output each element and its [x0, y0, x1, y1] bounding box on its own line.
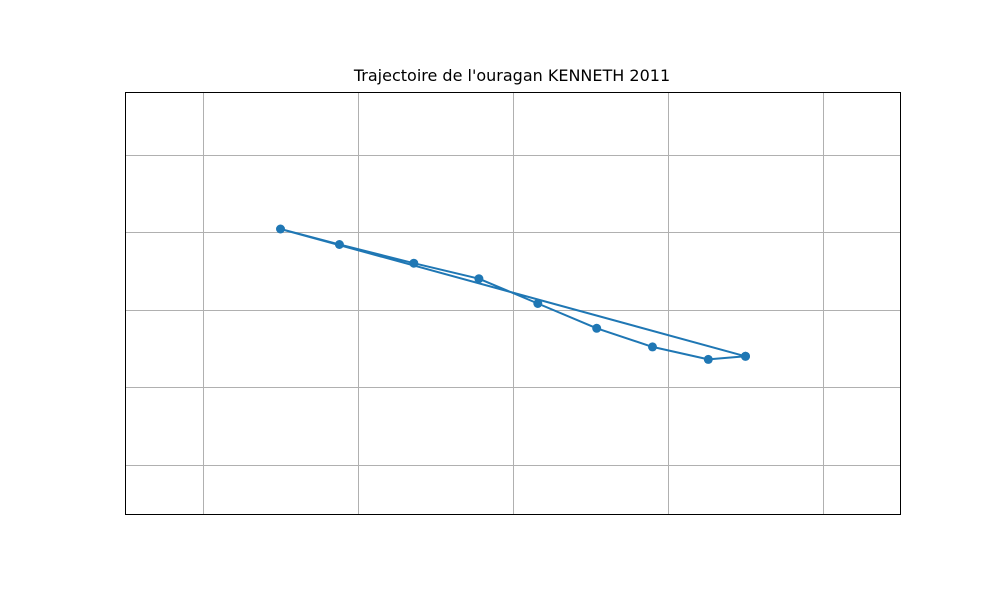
series-line-0 — [279, 228, 746, 361]
series-layer — [276, 224, 750, 364]
chart-title: Trajectoire de l'ouragan KENNETH 2011 — [353, 66, 671, 85]
data-point-6 — [409, 258, 419, 268]
data-point-5 — [474, 274, 484, 284]
data-point-4 — [533, 299, 543, 308]
data-point-9 — [741, 351, 750, 361]
data-point-7 — [334, 240, 344, 249]
plot-frame — [125, 92, 901, 515]
grid — [125, 92, 901, 515]
data-point-2 — [648, 342, 657, 352]
data-point-3 — [592, 323, 602, 333]
data-point-1 — [703, 354, 713, 364]
data-point-8 — [276, 224, 285, 234]
